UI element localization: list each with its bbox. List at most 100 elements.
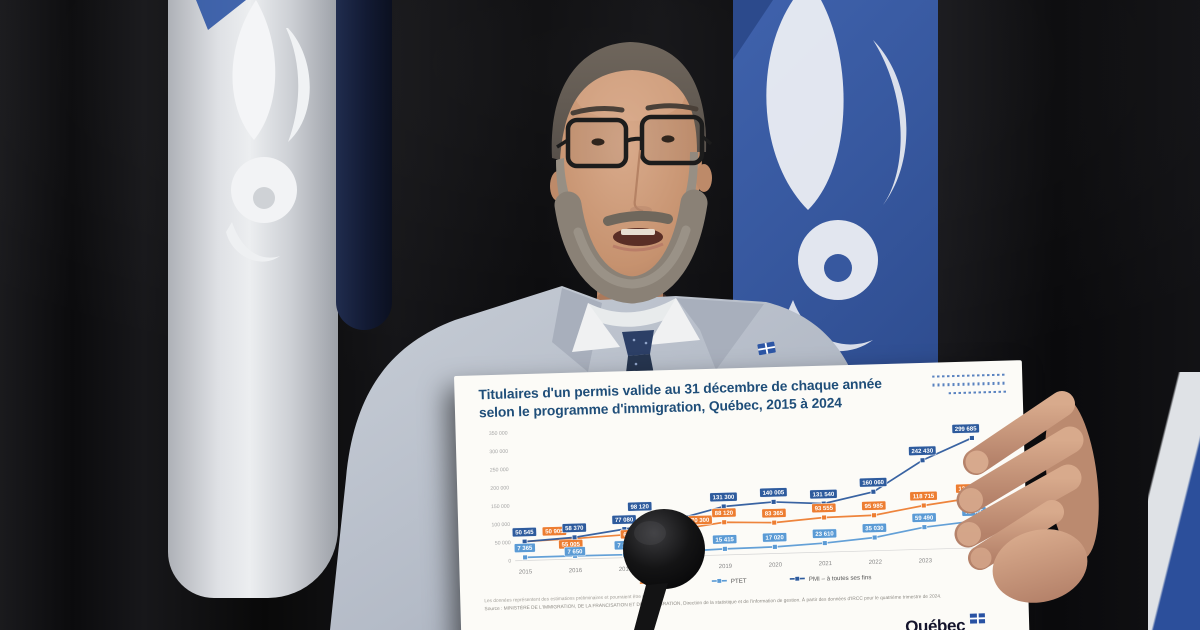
beard-grey-highlight [573,225,691,289]
chart-text: 50 000 [495,540,511,546]
chart-text: 55 005 [562,542,581,549]
shirt-collar-right [648,298,700,345]
quebec-logo-text: Québec [904,615,966,630]
chart-text: 2016 [569,568,583,574]
chart-text: 7 175 [617,543,633,549]
chart-text: PTET [731,578,747,585]
data-point [921,524,928,530]
dotted-decoration [932,373,1007,401]
chart-text: 2024 [969,557,983,563]
data-label-box [861,522,887,534]
teeth [621,229,655,235]
chart-text: 300 000 [489,449,508,456]
chart-text: 15 415 [715,537,734,544]
dotted-row [948,390,1007,395]
chart-text: 7 365 [517,546,533,552]
chart-text: 100 000 [491,522,510,529]
chart-text: 140 005 [762,490,785,497]
data-point [571,534,578,541]
chart-text: 150 000 [491,504,510,511]
data-label-box [908,445,937,456]
data-point [671,527,678,534]
data-point [622,551,628,558]
dotted-row [932,381,1007,387]
chart-text: 131 540 [813,492,836,499]
data-label-box [513,542,536,553]
data-label-box [561,522,587,533]
chart-text: 59 490 [915,515,934,522]
ear-right [696,164,712,192]
data-label-box [812,528,838,539]
shirt-collar-band [586,298,678,327]
chart-text: 58 370 [565,526,584,533]
data-label-box [511,527,537,538]
chart-text: 2022 [869,560,883,566]
chart-text: 2023 [919,558,933,564]
chart-text: 61 460 [623,532,642,539]
chart-text: 350 000 [489,430,508,437]
data-point [971,518,978,524]
data-label-box [711,507,737,518]
chart-text: 118 715 [913,494,935,501]
quebec-government-logo: Québec [905,613,986,630]
chart-text: 72 405 [965,509,984,516]
quebec-flag-corner-right [1148,372,1200,630]
data-label-box [759,487,788,498]
data-point [969,435,975,441]
chart-text: 2015 [519,569,533,575]
chart-text: 160 060 [862,480,885,487]
chart-text: 7 650 [567,549,583,555]
moustache [603,211,673,226]
chart-text: 95 985 [865,504,884,511]
chart-page: Titulaires d'un permis valide au 31 déce… [454,360,1031,630]
hair [551,42,707,160]
data-label-box [911,512,937,523]
data-label-box [859,477,888,488]
chart-text: 242 430 [911,449,934,456]
chart-text: 2021 [819,561,833,567]
chart-text: 35 030 [865,526,884,533]
data-point [871,534,878,541]
face [559,56,703,288]
chart-text: 23 610 [815,531,834,538]
chart-text: 83 365 [765,511,784,518]
chart-text: 299 685 [955,426,978,433]
eyebrow-right [645,103,699,112]
tie-knot [622,330,654,356]
suit-lapel-right [676,298,764,370]
data-point [871,512,877,519]
glasses [556,114,713,169]
chart-text: 93 555 [815,506,834,513]
data-point [772,544,778,550]
flag-fold-navy [336,0,392,330]
chart-text: 2020 [769,562,783,568]
lower-lip [612,242,664,252]
data-label-box [811,502,837,514]
chart-text: 2018 [669,565,683,571]
chart-series-1 [522,518,978,561]
data-point [771,519,778,526]
chart-text: 200 000 [490,485,509,492]
eye-left [591,138,605,146]
chart-labels-2: 50 545 58 370 77 080 98 120 131 300 140 005 13… [511,423,980,538]
chart-text: PMI – à toutes ses fins [809,574,872,583]
chart-legend: PTET PMI – à toutes ses fins [639,574,872,586]
data-point [821,514,827,521]
eye-right [661,135,675,143]
chart-text: 136 080 [958,486,981,493]
chart-text: 250 000 [490,467,509,474]
data-point [970,494,977,501]
quebec-flag-lapel-pin [757,341,776,356]
fleur-de-lis-left-icon [196,0,310,262]
quebec-flag-icon [969,613,986,624]
data-label-box [564,546,586,557]
data-point [671,517,677,523]
chart-series-0 [521,494,977,545]
chart-text: 131 300 [713,495,736,502]
data-label-box [761,508,787,519]
immigration-line-chart: 0 50 000 100 000 150 000 200 000 250 000 300 0… [489,423,988,586]
data-label-box [709,491,738,503]
chart-text: 70 300 [691,518,710,525]
data-point [920,502,927,509]
